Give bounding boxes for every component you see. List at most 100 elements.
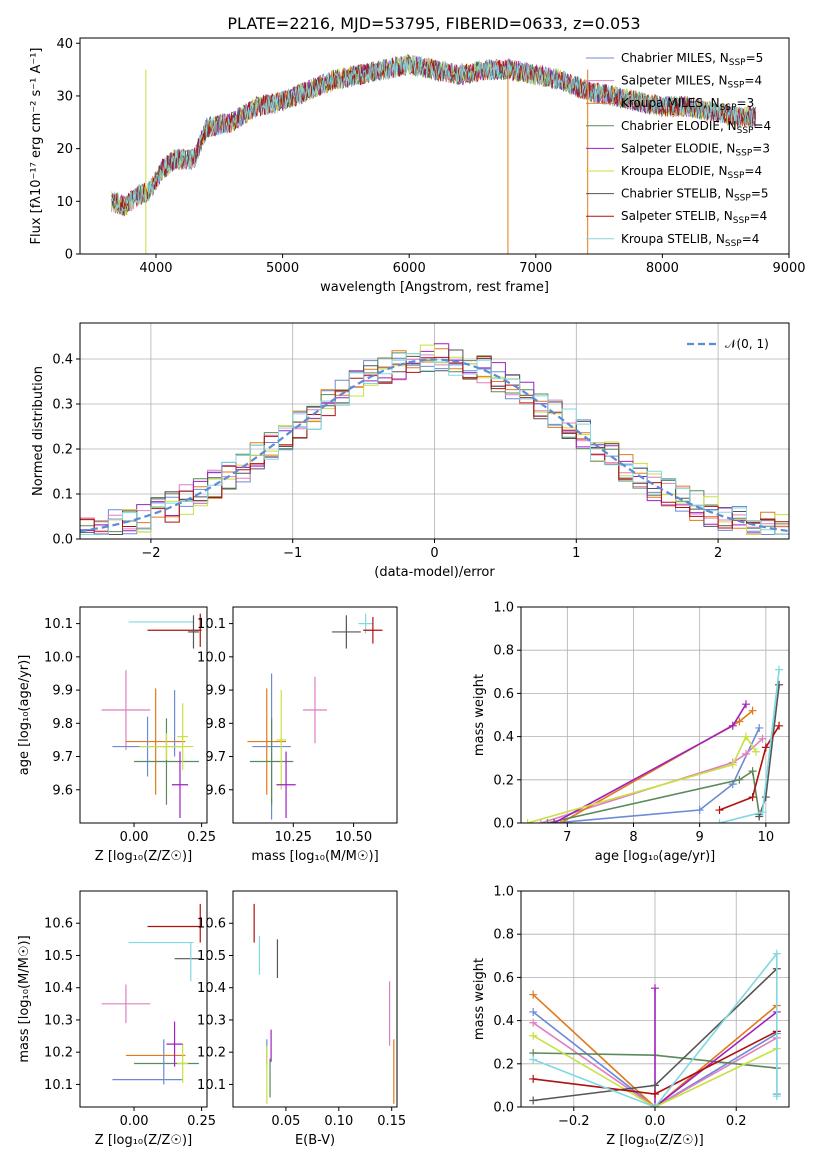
- weight-point-kroupa-elodie: [728, 760, 737, 769]
- y-tick-label: 9.9: [205, 684, 226, 699]
- histogram-salpeter-stelib: [80, 356, 789, 532]
- weight-line-chabrier-elodie: [547, 769, 760, 823]
- chart-mass-Z: 0.00 0.25 10.1 10.2 10.3 10.4 10.5 10.6 Z [log₁₀…: [17, 890, 216, 1148]
- x-axis-label: Z [log₁₀(Z/Z☉)]: [606, 1133, 703, 1148]
- y-tick-label: 10.4: [197, 981, 226, 996]
- weight-point-kroupa-elodie: [741, 732, 750, 741]
- weight-point-chabrier-stelib: [755, 812, 764, 821]
- x-tick-label: −2: [141, 546, 160, 561]
- x-axis-label: Z [log₁₀(Z/Z☉)]: [95, 849, 192, 864]
- weight-point-chabrier-elodie: [543, 819, 552, 823]
- legend-subscript: SSP: [720, 103, 737, 113]
- legend-nssp: =5: [746, 51, 764, 65]
- weight-point-salpeter-miles: [758, 734, 767, 743]
- y-tick-label: 10.5: [197, 949, 226, 964]
- chart-mass-EBV: 0.05 0.10 0.15 10.1 10.2 10.3 10.4 10.5 10.6 E(B-…: [197, 890, 406, 1148]
- weight-point-kroupa-miles: [748, 706, 757, 715]
- y-axis-label: Flux [fλ10⁻¹⁷ erg cm⁻² s⁻¹ A⁻¹]: [29, 48, 44, 245]
- x-tick-label: 0.25: [187, 1114, 216, 1129]
- legend-subscript: SSP: [728, 81, 745, 91]
- plot-area: [101, 613, 202, 819]
- x-tick-label: 10.25: [275, 830, 312, 845]
- weight-point-chabrier-miles: [529, 1007, 538, 1016]
- axes-frame: [79, 890, 208, 1108]
- y-tick-label: 0.2: [493, 1057, 514, 1072]
- weight-point-kroupa-elodie: [751, 747, 760, 756]
- x-tick-label: 4000: [139, 261, 172, 276]
- weight-point-salpeter-elodie: [651, 984, 659, 993]
- y-tick-label: 0.6: [493, 687, 514, 702]
- weight-line-kroupa-stelib: [532, 951, 778, 1107]
- y-tick-label: 10.1: [197, 617, 226, 632]
- legend-subscript: SSP: [735, 148, 752, 158]
- legend-name: Salpeter STELIB, N: [621, 209, 733, 223]
- x-axis-label: (data-model)/error: [374, 565, 495, 580]
- weight-line-salpeter-miles: [532, 1022, 778, 1107]
- y-tick-label: 10.2: [44, 1046, 73, 1061]
- legend-name: Salpeter ELODIE, N: [621, 141, 735, 155]
- weight-point-salpeter-elodie: [550, 819, 559, 823]
- residuals-legend: 𝒩(0, 1): [687, 337, 769, 351]
- plot-area: [247, 613, 383, 820]
- weight-point-salpeter-miles: [536, 819, 545, 823]
- weight-point-salpeter-stelib: [748, 793, 757, 802]
- legend-label: Chabrier STELIB, NSSP=5: [621, 187, 769, 204]
- weight-point-salpeter-elodie: [728, 721, 737, 730]
- weight-line-kroupa-elodie: [527, 734, 757, 823]
- chart-residuals: −2 −1 0 1 2 0.0 0.1 0.2 0.3 0.4 (data-model)/error…: [31, 322, 790, 580]
- y-tick-label: 0.4: [493, 730, 514, 745]
- legend-label: Salpeter ELODIE, NSSP=3: [621, 141, 770, 158]
- y-tick-label: 9.8: [205, 717, 226, 732]
- x-tick-label: 0.00: [120, 1114, 149, 1129]
- weight-point-kroupa-stelib: [775, 665, 784, 674]
- y-tick-label: 0.2: [52, 443, 73, 458]
- chart-weight-Z: −0.2 0.0 0.2 0.0 0.2 0.4 0.6 0.8 1.0 Z [log₁₀(Z/Z…: [472, 885, 790, 1148]
- legend-nssp: =3: [737, 96, 755, 110]
- weight-line-salpeter-elodie: [654, 988, 778, 1107]
- legend-nssp: =4: [750, 209, 768, 223]
- plot-area: [111, 53, 757, 254]
- weight-point-chabrier-stelib: [529, 1096, 538, 1105]
- x-tick-label: 0.25: [187, 830, 216, 845]
- chart-age-mass: 10.25 10.50 9.6 9.7 9.8 9.9 10.0 10.1 mass [log₁…: [197, 606, 398, 864]
- weight-point-salpeter-stelib: [715, 806, 724, 815]
- histogram-kroupa-stelib: [80, 353, 789, 535]
- legend-name: Salpeter MILES, N: [621, 74, 728, 88]
- weight-point-salpeter-miles: [529, 1018, 538, 1027]
- x-tick-label: 0.15: [377, 1114, 406, 1129]
- y-tick-label: 10.4: [44, 981, 73, 996]
- weight-point-chabrier-miles: [695, 806, 704, 815]
- axes-frame: [232, 890, 398, 1108]
- y-axis-label: age [log₁₀(age/yr)]: [17, 655, 32, 776]
- weight-point-salpeter-stelib: [529, 1074, 538, 1083]
- axes-frame: [79, 606, 208, 824]
- x-tick-label: 7000: [519, 261, 552, 276]
- y-tick-label: 10.1: [44, 617, 73, 632]
- x-tick-label: 10.50: [335, 830, 372, 845]
- x-tick-label: −1: [283, 546, 302, 561]
- weight-point-chabrier-miles: [755, 723, 764, 732]
- x-axis-label: mass [log₁₀(M/M☉)]: [251, 849, 378, 864]
- plot-area: [80, 343, 789, 535]
- x-tick-label: 0.05: [271, 1114, 300, 1129]
- axes-frame: [520, 606, 790, 824]
- x-tick-label: −0.2: [558, 1114, 590, 1129]
- y-tick-label: 9.7: [52, 750, 73, 765]
- legend-nssp: =4: [744, 164, 762, 178]
- weight-point-kroupa-stelib: [772, 1092, 781, 1101]
- y-tick-label: 10.6: [44, 917, 73, 932]
- axes-frame: [79, 322, 790, 540]
- legend-label: 𝒩(0, 1): [725, 337, 769, 351]
- legend-label: Kroupa MILES, NSSP=3: [621, 96, 754, 113]
- y-tick-label: 0.3: [52, 398, 73, 413]
- y-tick-label: 0.6: [493, 971, 514, 986]
- weight-point-chabrier-stelib: [775, 680, 784, 689]
- y-tick-label: 0.4: [52, 353, 73, 368]
- y-tick-label: 0.8: [493, 644, 514, 659]
- plot-area: [253, 903, 395, 1104]
- y-tick-label: 10.1: [197, 1078, 226, 1093]
- legend-name: Chabrier ELODIE, N: [621, 119, 737, 133]
- legend-nssp: =5: [751, 187, 769, 201]
- plot-area: [523, 665, 784, 823]
